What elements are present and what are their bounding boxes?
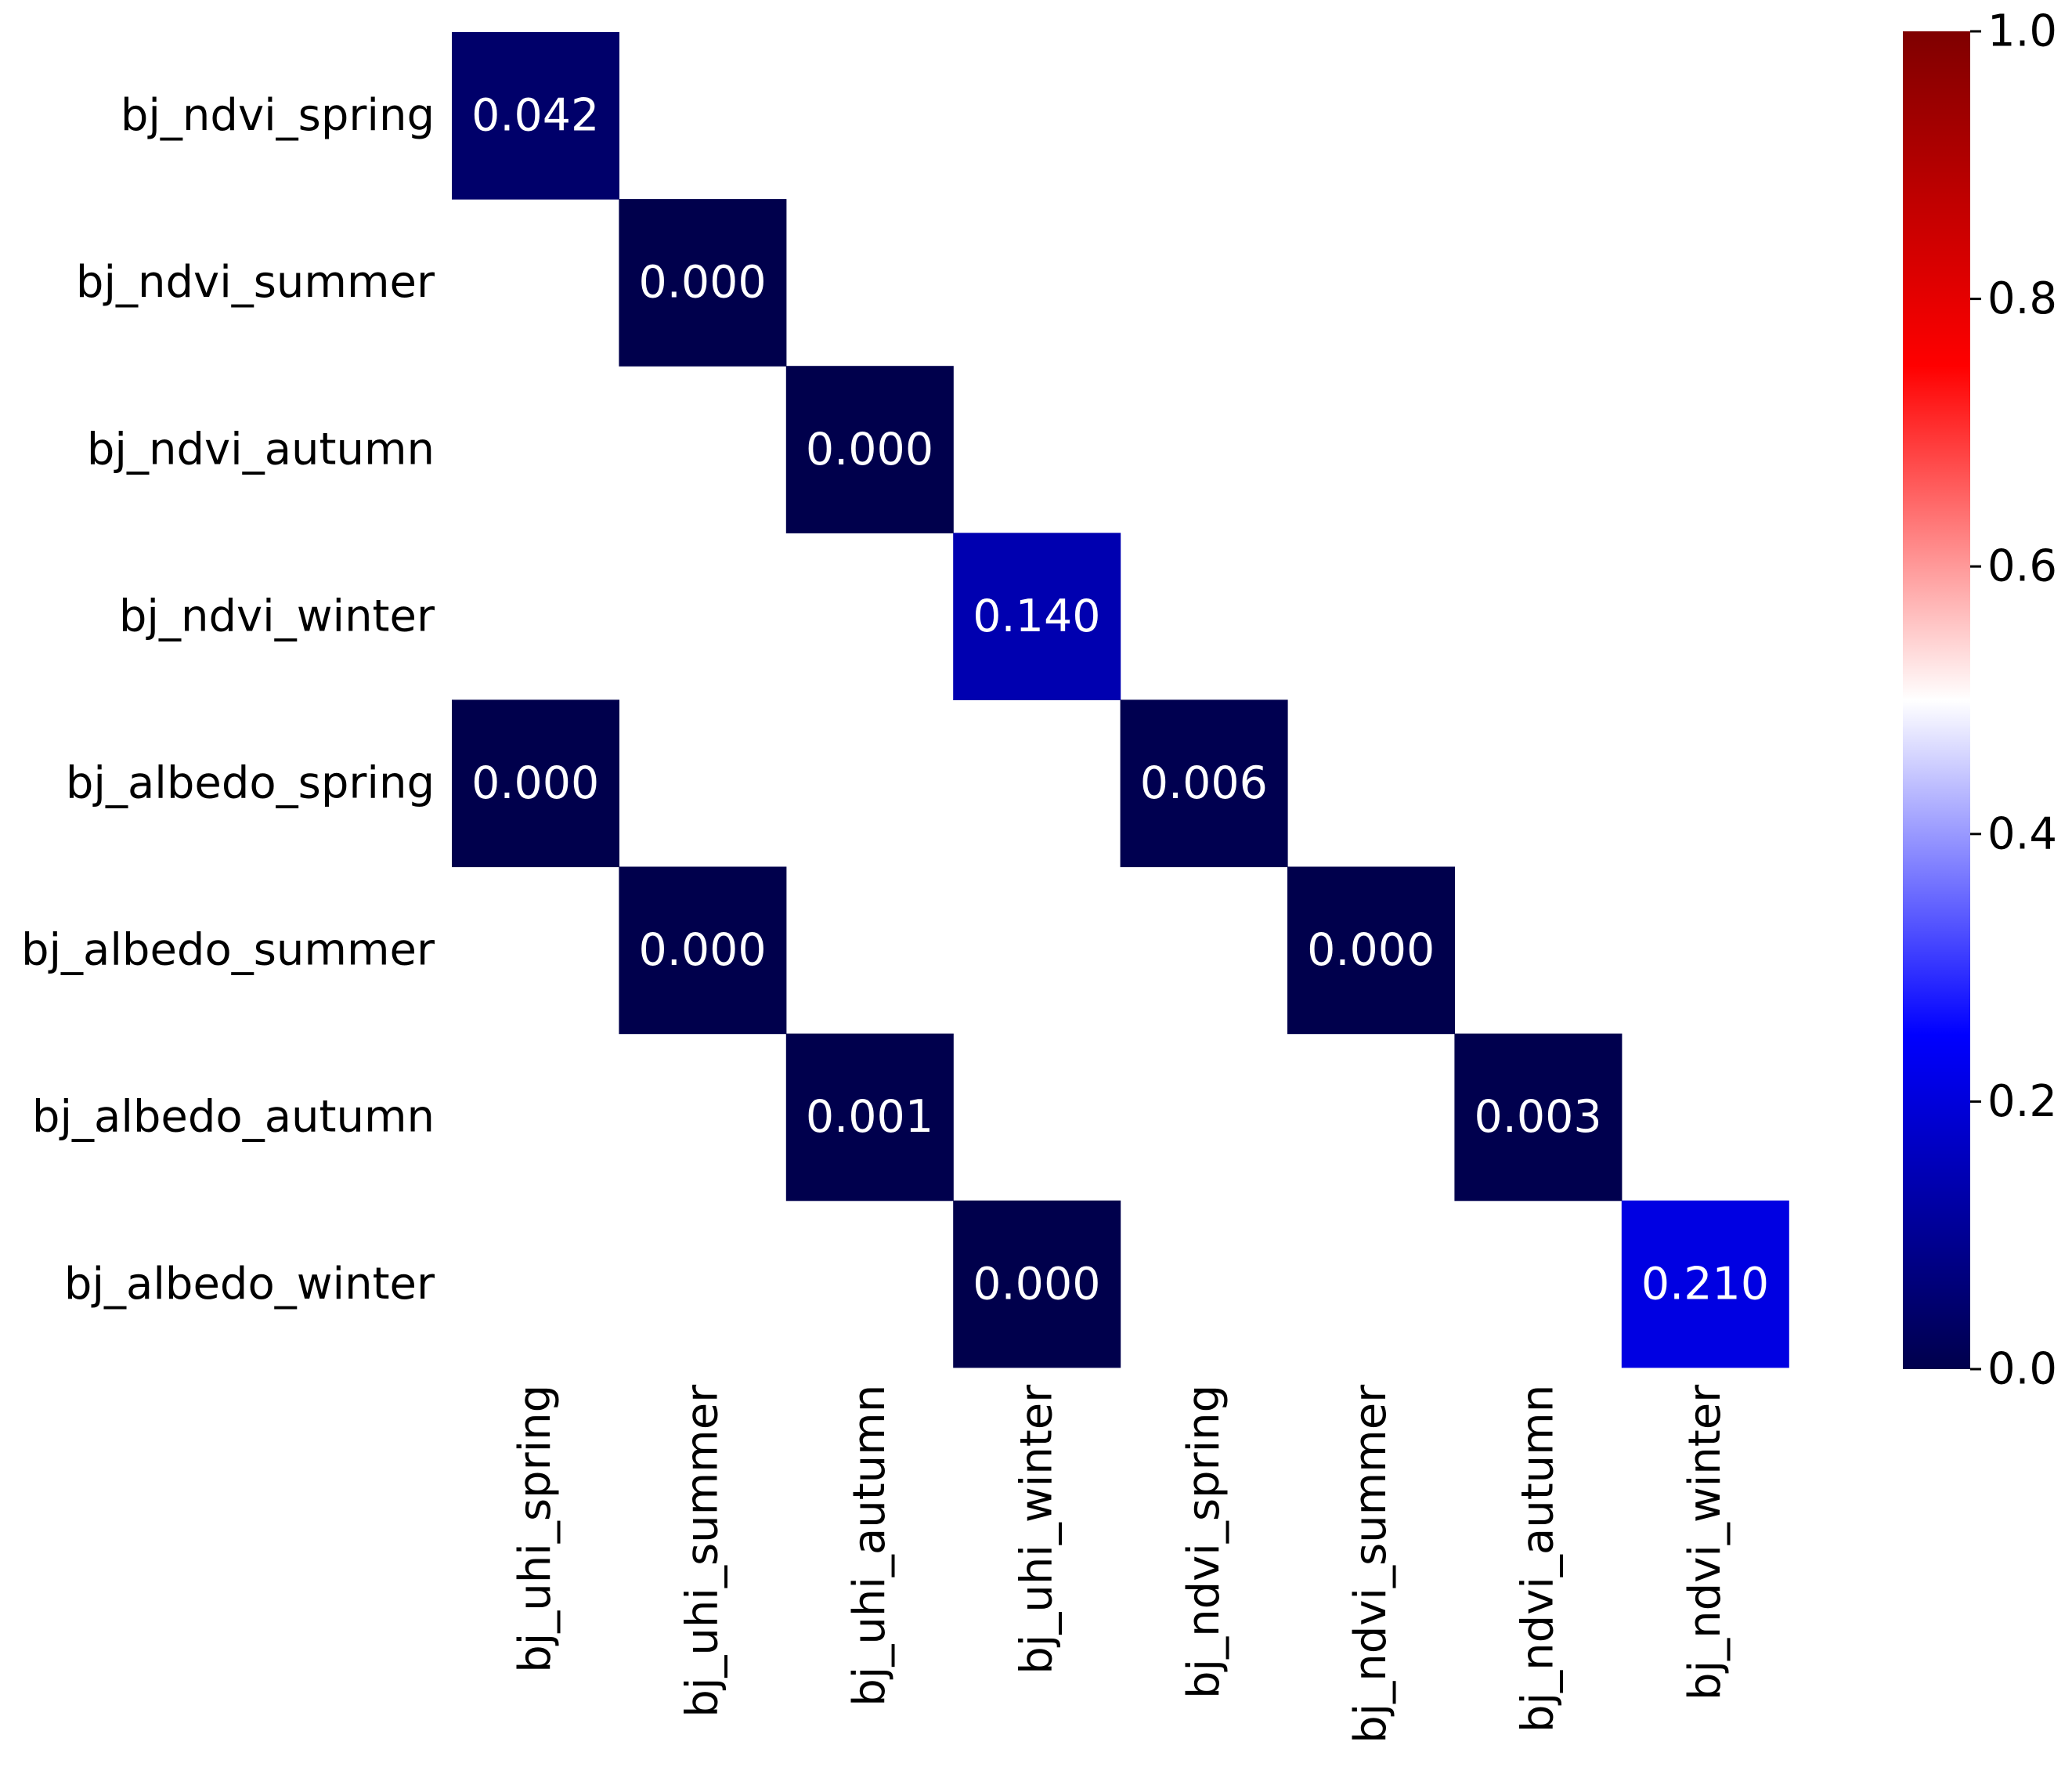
x-tick-label: bj_ndvi_spring — [1179, 1385, 1229, 1699]
x-tick-label: bj_ndvi_summer — [1345, 1384, 1396, 1744]
colorbar-tick-label: 0.4 — [1987, 808, 2057, 859]
cell-annotation: 0.000 — [639, 924, 767, 976]
heatmap-cell — [452, 699, 619, 868]
heatmap-cells — [452, 32, 1789, 1368]
heatmap-cell — [1621, 1200, 1789, 1368]
y-tick-label: bj_ndvi_spring — [121, 90, 435, 141]
y-tick-label: bj_ndvi_autumn — [87, 424, 435, 475]
column-labels: bj_uhi_spring bj_uhi_summer bj_uhi_autumn b… — [510, 1384, 1731, 1744]
cell-annotation: 0.003 — [1475, 1091, 1602, 1143]
heatmap-cell — [785, 1033, 954, 1201]
row-labels: bj_ndvi_spring bj_ndvi_summer bj_ndvi_autu… — [21, 90, 435, 1310]
x-tick-label: bj_ndvi_winter — [1680, 1384, 1731, 1700]
heatmap-cell — [619, 199, 787, 367]
cell-annotation: 0.000 — [639, 257, 767, 309]
y-tick-label: bj_albedo_spring — [66, 757, 435, 808]
cell-annotation: 0.210 — [1641, 1258, 1769, 1310]
y-tick-label: bj_ndvi_winter — [119, 591, 435, 641]
cell-annotation: 0.000 — [471, 757, 599, 809]
colorbar-gradient — [1903, 31, 1970, 1369]
cell-annotation: 0.140 — [973, 591, 1100, 642]
y-tick-label: bj_ndvi_summer — [76, 257, 435, 308]
y-tick-label: bj_albedo_summer — [21, 925, 435, 976]
x-tick-label: bj_uhi_autumn — [844, 1385, 895, 1707]
colorbar-tick-label: 0.6 — [1987, 541, 2057, 592]
heatmap-cell — [953, 533, 1121, 700]
cell-annotation: 0.006 — [1140, 757, 1268, 809]
y-tick-label: bj_albedo_winter — [64, 1259, 435, 1310]
x-tick-label: bj_uhi_spring — [510, 1385, 561, 1673]
cell-annotation: 0.000 — [973, 1258, 1100, 1310]
cell-annotation: 0.000 — [1307, 924, 1435, 976]
x-tick-label: bj_uhi_summer — [677, 1384, 728, 1718]
heatmap-cell — [785, 366, 954, 533]
colorbar-tick-label: 1.0 — [1987, 6, 2057, 57]
heatmap-cell — [1287, 866, 1455, 1035]
x-tick-label: bj_ndvi_autumn — [1513, 1385, 1564, 1733]
colorbar-tick-label: 0.0 — [1987, 1344, 2057, 1395]
heatmap-cell — [619, 866, 787, 1035]
colorbar: 0.0 0.2 0.4 0.6 0.8 1.0 — [1903, 6, 2057, 1395]
colorbar-tick-label: 0.2 — [1987, 1076, 2057, 1127]
x-tick-label: bj_uhi_winter — [1011, 1384, 1062, 1675]
y-tick-label: bj_albedo_autumn — [32, 1092, 435, 1143]
cell-annotations: 0.042 0.000 0.000 0.140 0.000 0.006 0.000 0.000… — [471, 90, 1769, 1310]
colorbar-tick-label: 0.8 — [1987, 273, 2057, 324]
cell-annotation: 0.001 — [806, 1091, 933, 1143]
heatmap-cell — [452, 32, 619, 200]
heatmap-cell — [953, 1200, 1121, 1368]
heatmap-cell — [1120, 699, 1288, 868]
cell-annotation: 0.042 — [471, 90, 599, 142]
cell-annotation: 0.000 — [806, 424, 933, 475]
heatmap-cell — [1454, 1033, 1623, 1201]
